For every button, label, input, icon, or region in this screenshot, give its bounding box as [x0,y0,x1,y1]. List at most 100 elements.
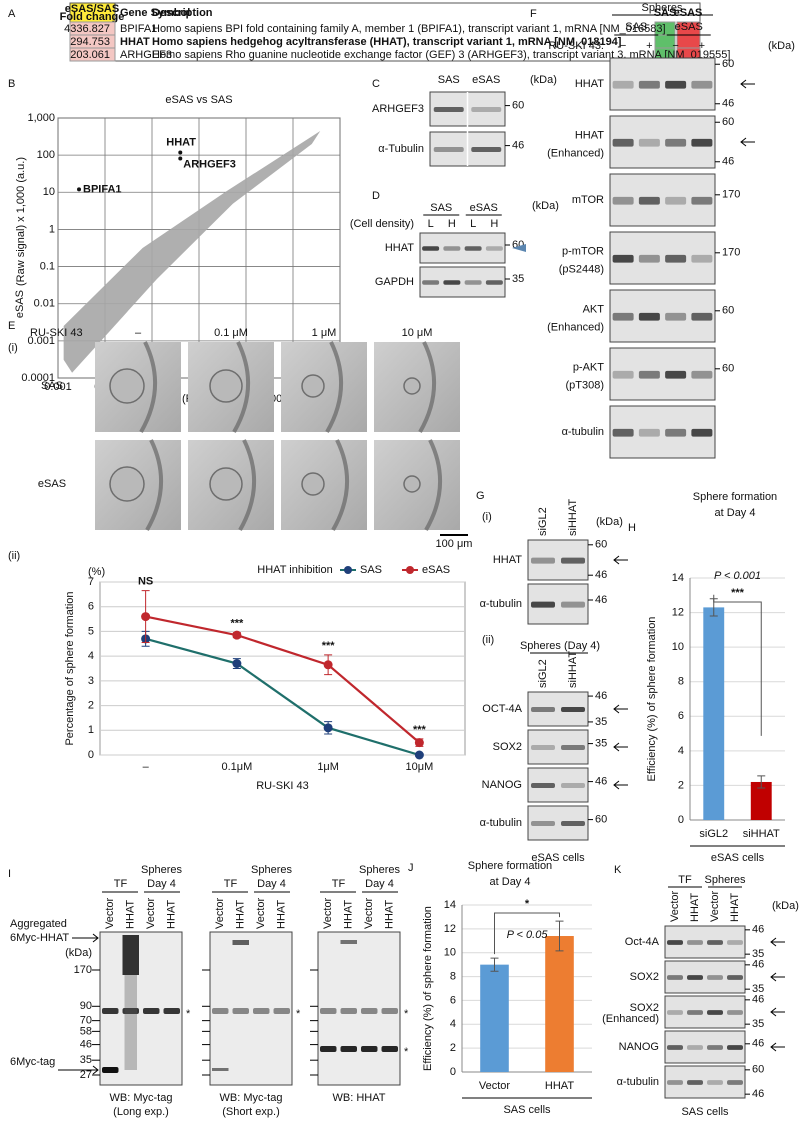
y-tick-label: 10 [43,186,55,198]
band [691,370,713,379]
row-label: SAS [41,380,63,392]
y-tick-label: 0.001 [27,335,55,347]
group-label: Spheres [251,864,292,876]
marker-label: 60 [722,305,734,317]
band [665,196,687,205]
x-tick-label: siGL2 [699,828,728,840]
x-tick-label: 0.1μM [221,761,252,773]
significance-label: NS [138,576,153,588]
band [232,1008,249,1014]
marker-label: 58 [80,1025,92,1037]
y-tick-label: 8 [450,970,456,982]
data-point [414,738,424,748]
band-arrow [613,780,628,790]
y-tick-label: 2 [678,779,684,791]
band [667,1045,683,1050]
group-label: TF [114,878,128,890]
blot-label: SOX2 [630,971,659,983]
y-tick-label: 4 [678,745,684,757]
y-axis-label: Efficiency (%) of sphere formation [422,906,434,1071]
data-point [323,723,333,733]
y-axis-label: Efficiency (%) of sphere formation [646,617,658,782]
lane-label: siGL2 [537,659,549,688]
blot [609,173,716,227]
blot-note: (Enhanced) [602,1013,659,1025]
band [320,1046,337,1052]
group-label: eSAS [470,202,498,214]
band [122,935,139,975]
blot-note: (pS2448) [559,263,604,275]
lane-label: Vector [145,897,157,929]
lane-label: H [490,218,498,230]
chart-subtitle: at Day 4 [715,507,756,519]
error-bar [555,920,564,952]
blot-label: α-tubulin [480,598,522,610]
band [163,1008,180,1014]
band [727,1080,743,1085]
lane-label: Vector [255,897,267,929]
band [471,106,502,113]
band [340,1008,357,1014]
lane-label: HHAT [276,900,288,929]
bar [545,936,574,1072]
chart-subtitle: at Day 4 [490,876,531,888]
band [727,1010,743,1015]
x-axis-label: SAS cells [503,1104,551,1116]
marker-label: 35 [752,983,764,995]
column-header: Description [152,7,213,19]
legend-marker [344,566,352,574]
band [464,246,482,251]
y-tick-label: 1 [88,724,94,736]
y-tick-label: 10 [672,641,684,653]
panel-label: K [614,864,622,876]
point-label: BPIFA1 [83,183,122,195]
band [561,820,585,827]
band [361,1008,378,1014]
band [381,1008,398,1014]
footer-label: SAS cells [681,1106,729,1118]
y-tick-label: 5 [88,625,94,637]
band [212,1068,229,1071]
lane-label: − [672,40,678,52]
significance-label: *** [413,724,427,736]
band [443,280,461,285]
band [471,146,502,153]
unit-label: (kDa) [596,516,623,528]
table-header: Fold change [60,11,125,23]
panel-label: I [8,868,11,880]
significance-bracket [713,594,762,736]
lane-label: HHAT [235,900,247,929]
blot-note: (Enhanced) [547,321,604,333]
group-label: SAS [430,202,452,214]
group-label: TF [332,878,346,890]
plot-area [99,581,466,756]
blot-label: HHAT [575,130,604,142]
band-arrow [72,933,99,943]
band-arrow [740,79,755,89]
y-tick-label: 7 [88,576,94,588]
lane-label: − [620,40,626,52]
x-tick-label: 1μM [317,761,339,773]
y-tick-label: 10 [444,947,456,959]
sphere [403,475,421,493]
x-axis-label: RU-SKI 43 [256,780,309,792]
y-tick-label: 1,000 [27,112,55,124]
footer-note: (Short exp.) [222,1106,279,1118]
treatment-label: RU-SKI 43 [30,327,83,339]
dish-edge [325,341,343,433]
group-label: TF [224,878,238,890]
band [273,1008,290,1014]
gene-symbol: BPIFA1 [120,23,157,35]
legend-marker [406,566,414,574]
significance-label: *** [322,640,336,652]
band [638,196,660,205]
chart-title: Sphere formation [468,860,552,872]
band-arrow [770,1007,785,1017]
band [667,1080,683,1085]
dish-edge [238,439,256,531]
band [612,138,634,147]
chart-title: eSAS vs SAS [165,94,232,106]
band [707,1045,723,1050]
marker-label: 60 [722,363,734,375]
